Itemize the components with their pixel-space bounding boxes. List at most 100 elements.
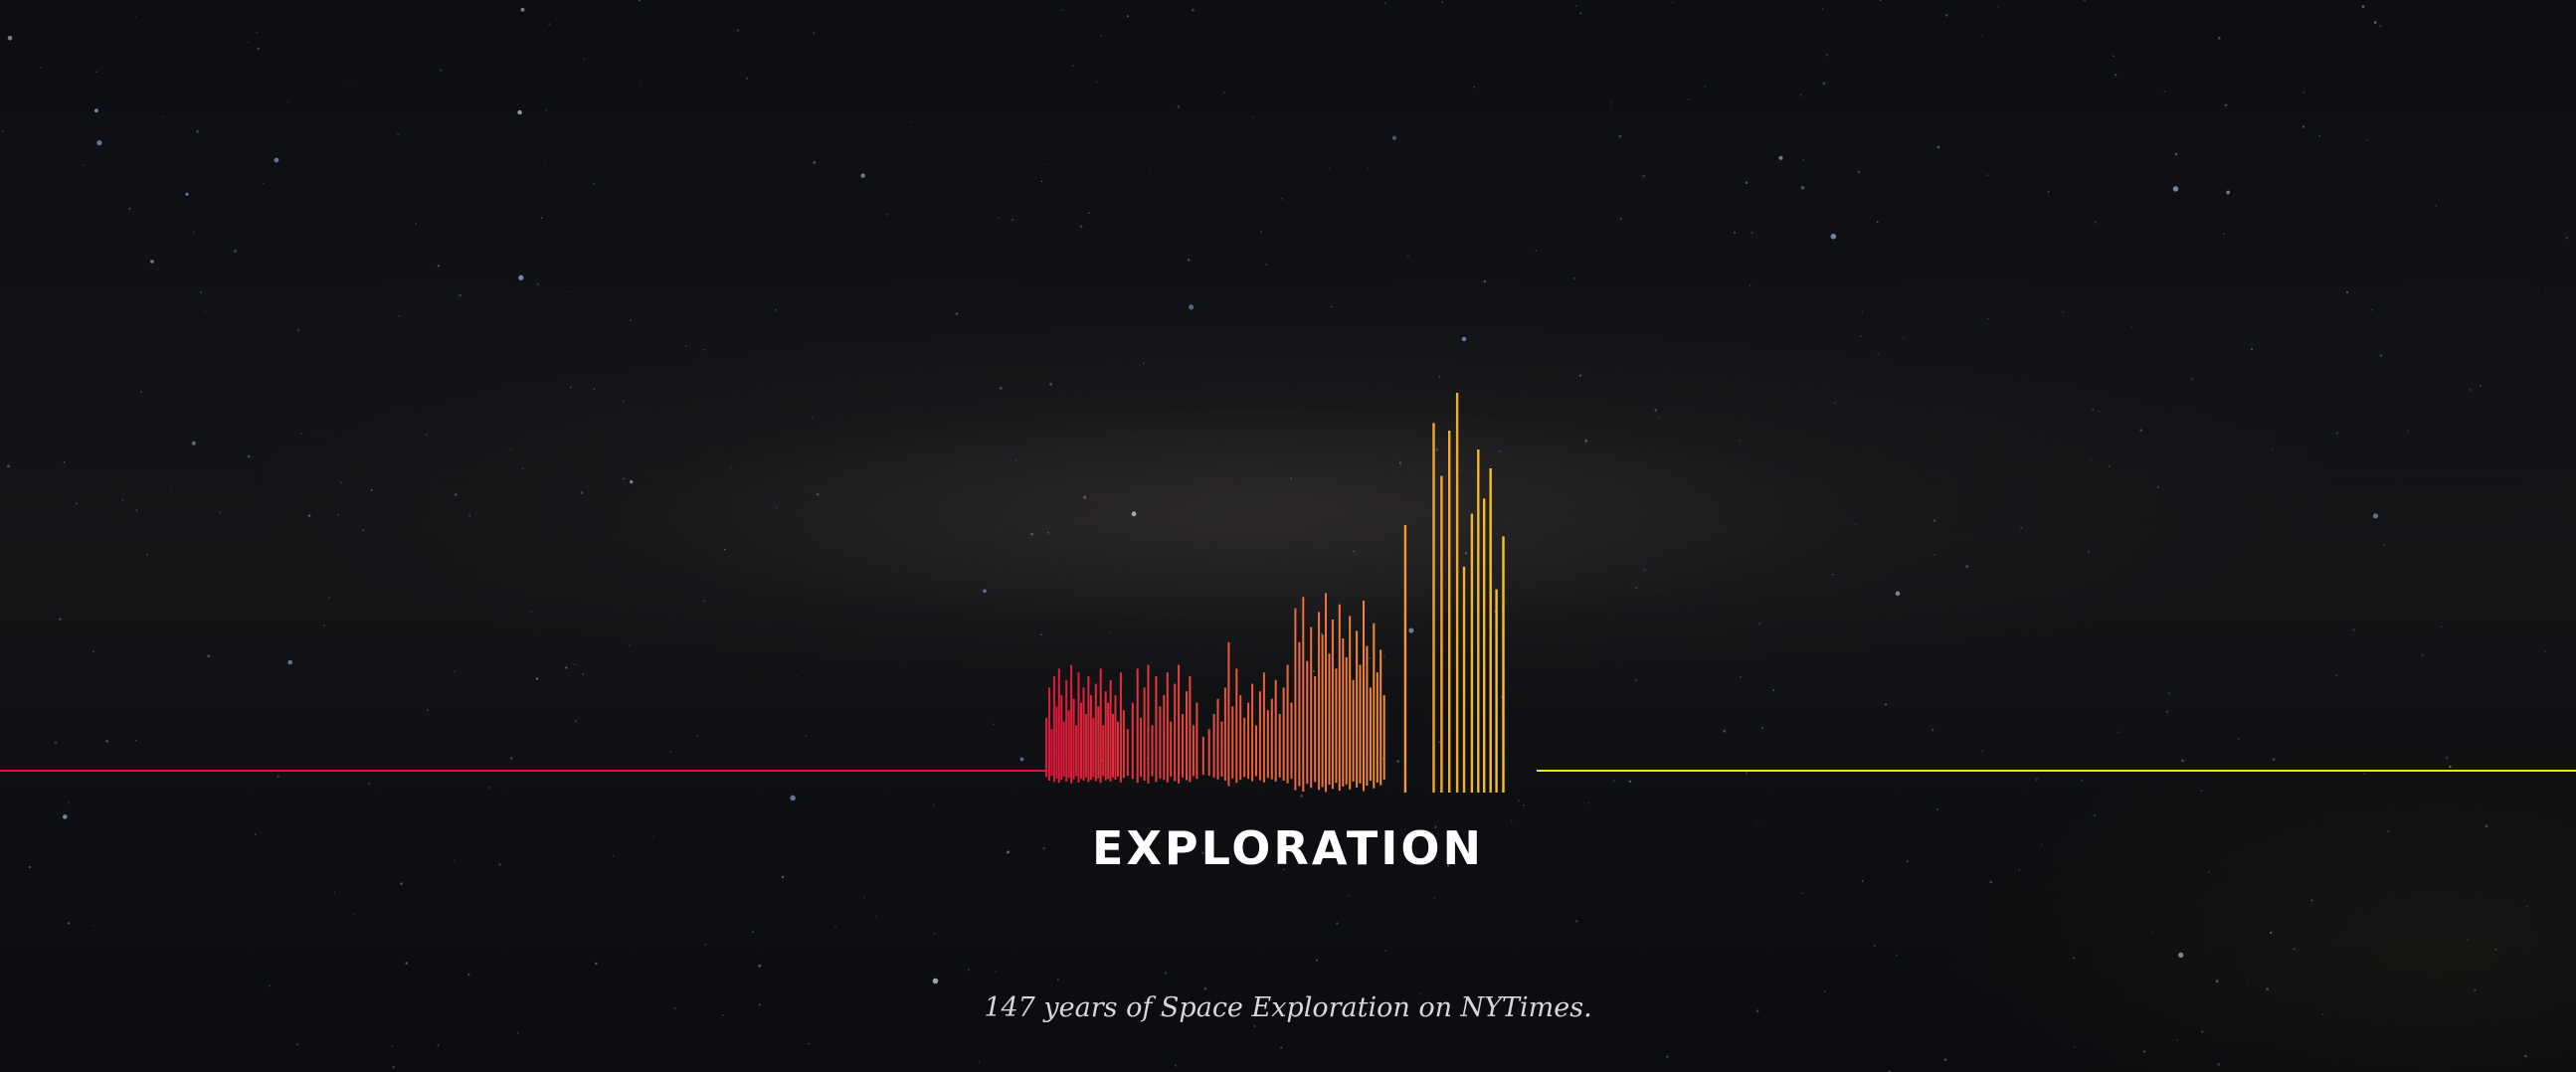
star — [262, 182, 265, 185]
star — [1252, 115, 1255, 118]
star — [638, 0, 641, 2]
star — [817, 493, 820, 496]
star — [2083, 0, 2087, 2]
star — [1175, 1064, 1177, 1067]
star — [2114, 74, 2117, 77]
star — [2449, 765, 2452, 769]
star — [204, 310, 206, 312]
star — [2435, 205, 2438, 207]
star — [140, 391, 142, 393]
star — [1535, 250, 1538, 252]
star — [1575, 920, 1578, 923]
star — [300, 432, 302, 435]
star — [171, 490, 173, 492]
star — [59, 618, 62, 621]
star — [860, 173, 865, 178]
star — [1071, 65, 1074, 67]
star — [415, 223, 417, 225]
star — [1933, 554, 1936, 556]
star — [1384, 950, 1387, 952]
star — [996, 529, 998, 531]
star — [1461, 336, 1467, 342]
star — [1011, 218, 1014, 222]
star — [1945, 14, 1948, 17]
star — [2537, 288, 2539, 290]
star — [540, 217, 543, 219]
star — [1857, 170, 1861, 174]
star — [2266, 987, 2269, 990]
star — [536, 282, 539, 285]
star — [1800, 186, 1805, 190]
star — [510, 448, 512, 451]
star — [2446, 756, 2449, 760]
star — [2544, 650, 2547, 653]
star — [1300, 794, 1303, 798]
star — [2142, 1050, 2146, 1053]
star — [583, 58, 585, 60]
star — [425, 434, 428, 437]
star — [2035, 778, 2039, 782]
star — [1289, 477, 1293, 480]
star — [565, 666, 568, 669]
star — [983, 589, 987, 594]
star — [1461, 470, 1463, 472]
star — [1612, 780, 1615, 783]
star — [1088, 212, 1090, 214]
star — [776, 506, 778, 509]
star — [1177, 105, 1181, 108]
star — [2163, 89, 2166, 92]
star — [2421, 654, 2424, 656]
star — [487, 786, 490, 790]
star — [1280, 197, 1283, 200]
star — [68, 802, 71, 804]
star — [333, 892, 336, 894]
star — [752, 931, 754, 934]
star — [1040, 180, 1043, 183]
star — [1438, 741, 1440, 744]
star — [1745, 772, 1748, 775]
star — [629, 644, 631, 646]
star — [1014, 459, 1017, 462]
star — [391, 1044, 394, 1047]
star — [1609, 102, 1612, 104]
star — [932, 978, 939, 984]
star — [1936, 145, 1940, 149]
star — [967, 968, 971, 972]
star — [2217, 1062, 2221, 1066]
star — [1855, 524, 1857, 526]
star — [1222, 91, 1225, 94]
star — [67, 922, 71, 925]
star — [2318, 134, 2321, 137]
star — [2272, 758, 2276, 761]
star — [862, 896, 865, 899]
star — [2293, 947, 2296, 951]
star — [1347, 894, 1350, 897]
star — [1572, 276, 1576, 280]
star — [622, 477, 625, 480]
star — [1704, 85, 1707, 89]
star — [1834, 402, 1836, 404]
star — [1523, 804, 1525, 806]
star — [307, 514, 311, 517]
star — [1989, 880, 1993, 884]
star — [29, 865, 32, 869]
star — [200, 290, 203, 294]
star — [247, 41, 249, 44]
star — [1383, 655, 1386, 658]
star — [1253, 1024, 1256, 1028]
star — [1980, 35, 1983, 37]
star — [722, 1014, 724, 1016]
star — [2565, 237, 2568, 240]
star — [595, 962, 598, 966]
star — [545, 163, 547, 165]
star — [1757, 824, 1759, 826]
star — [453, 859, 456, 862]
star — [1280, 1046, 1283, 1049]
star — [2352, 628, 2355, 631]
star — [1658, 416, 1661, 419]
star — [1859, 335, 1862, 337]
star — [521, 467, 524, 470]
star — [1316, 959, 1319, 962]
star — [1126, 15, 1130, 18]
star — [651, 835, 654, 838]
